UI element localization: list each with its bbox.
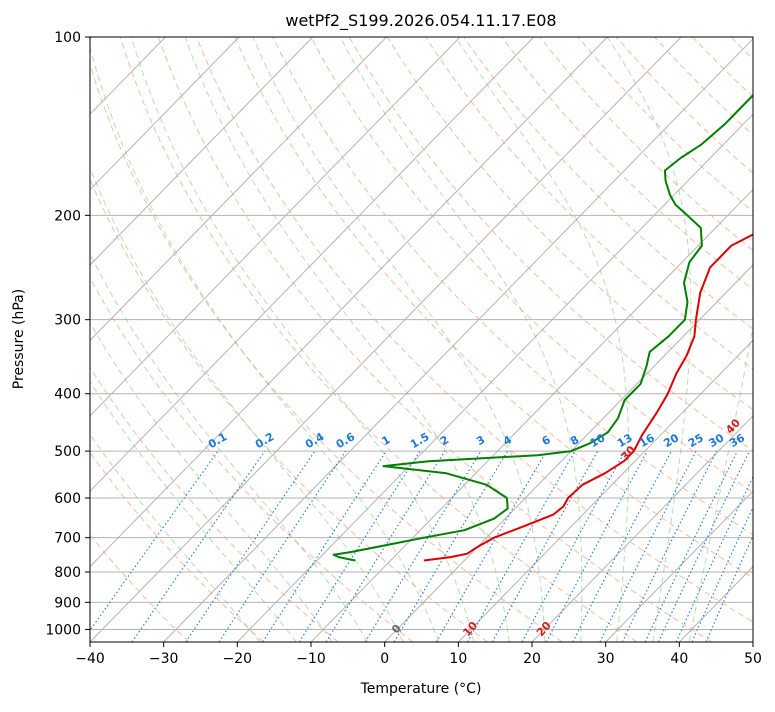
- y-tick-label: 300: [54, 313, 81, 329]
- moist-adiabat-line: [456, 37, 629, 642]
- mixing-ratio-line: [186, 451, 315, 642]
- moist-adiabat-line: [185, 37, 509, 642]
- x-tick-label: −20: [223, 651, 253, 667]
- chart-title: wetPf2_S199.2026.054.11.17.E08: [285, 11, 556, 31]
- dry-adiabat-line: [158, 37, 711, 642]
- y-tick-label: 700: [54, 531, 81, 547]
- dry-adiabat-line: [44, 37, 488, 642]
- isotherm-line: [532, 37, 775, 642]
- mixing-ratio-line: [600, 451, 696, 642]
- x-tick-label: −40: [75, 651, 105, 667]
- mixing-ratio-label: 16: [637, 431, 657, 450]
- y-tick-label: 400: [54, 387, 81, 403]
- dry-adiabat-line: [0, 37, 189, 642]
- dry-adiabat-line: [426, 37, 775, 642]
- mixing-ratio-label: 6: [540, 433, 553, 448]
- x-tick-label: 30: [597, 651, 615, 667]
- mixing-ratio-line: [573, 451, 672, 642]
- y-tick-label: 900: [54, 595, 81, 611]
- moist-adiabat-line: [689, 37, 775, 642]
- isotherm-line: [16, 37, 607, 642]
- isotherm-line: [311, 37, 775, 642]
- mixing-ratio-label: 2: [438, 433, 451, 448]
- mixing-ratio-line: [299, 451, 420, 642]
- mixing-ratio-line: [82, 451, 218, 642]
- dry-adiabat-line: [616, 37, 775, 642]
- mixing-ratio-label: 8: [568, 433, 581, 448]
- mixing-ratio-label: 0.2: [253, 430, 276, 451]
- moist-adiabat-line: [19, 37, 368, 642]
- mixing-ratio-label: 25: [686, 431, 706, 450]
- dry-adiabat-line: [311, 37, 775, 642]
- plot-frame: [90, 37, 753, 642]
- x-axis-label: Temperature (°C): [360, 681, 482, 697]
- moist-adiabat-line: [0, 37, 332, 642]
- mixing-ratio-line: [436, 451, 546, 642]
- isotherm-line: [0, 37, 239, 642]
- y-tick-label: 1000: [45, 622, 81, 638]
- moist-adiabat-line: [607, 37, 691, 642]
- dry-adiabat-line: [502, 37, 775, 642]
- dry-adiabat-line: [655, 37, 775, 642]
- isotherm-line: [0, 37, 460, 642]
- mixing-ratio-label: 1: [379, 433, 392, 448]
- isotherm-line: [0, 37, 534, 642]
- y-tick-label: 200: [54, 208, 81, 224]
- isotherm-line: [90, 37, 681, 642]
- isotherm-line: [0, 37, 313, 642]
- mixing-ratio-label: 20: [661, 431, 681, 450]
- y-axis-label: Pressure (hPa): [11, 289, 27, 389]
- y-tick-label: 800: [54, 565, 81, 581]
- isotherm-line: [0, 37, 386, 642]
- moist-adiabat-line: [0, 37, 260, 642]
- mixing-ratio-label: 3: [474, 433, 487, 448]
- y-tick-label: 100: [54, 30, 81, 46]
- dry-adiabat-line: [120, 37, 637, 642]
- mixing-ratio-line: [219, 451, 346, 642]
- mixing-ratio-line: [522, 451, 625, 642]
- dry-adiabat-line: [273, 37, 775, 642]
- x-tick-label: 0: [380, 651, 389, 667]
- x-tick-label: 20: [523, 651, 541, 667]
- dry-adiabat-line: [693, 37, 775, 642]
- mixing-ratio-line: [546, 451, 647, 642]
- y-tick-label: 500: [54, 444, 81, 460]
- mixing-ratio-line: [706, 451, 775, 642]
- x-tick-label: 40: [670, 651, 688, 667]
- mixing-ratio-line: [394, 451, 508, 642]
- isotherm-line: [753, 37, 775, 642]
- x-tick-label: −10: [296, 651, 326, 667]
- moist-adiabat-line: [253, 37, 545, 642]
- moist-adiabat-line: [340, 37, 582, 642]
- x-tick-label: −30: [149, 651, 179, 667]
- mixing-ratio-line: [492, 451, 598, 642]
- isotherm-line: [458, 37, 775, 642]
- mixing-ratio-label: 0.4: [303, 430, 327, 451]
- mixing-ratio-label: 1.5: [408, 430, 431, 451]
- x-tick-label: 10: [449, 651, 467, 667]
- mixing-ratio-label: 0.1: [206, 430, 229, 451]
- dry-adiabat-line: [769, 37, 775, 642]
- mixing-ratio-line: [645, 451, 737, 642]
- x-tick-label: 50: [744, 651, 762, 667]
- mixing-ratio-label: 30: [706, 431, 726, 450]
- dry-adiabat-line: [0, 37, 338, 642]
- y-tick-label: 600: [54, 491, 81, 507]
